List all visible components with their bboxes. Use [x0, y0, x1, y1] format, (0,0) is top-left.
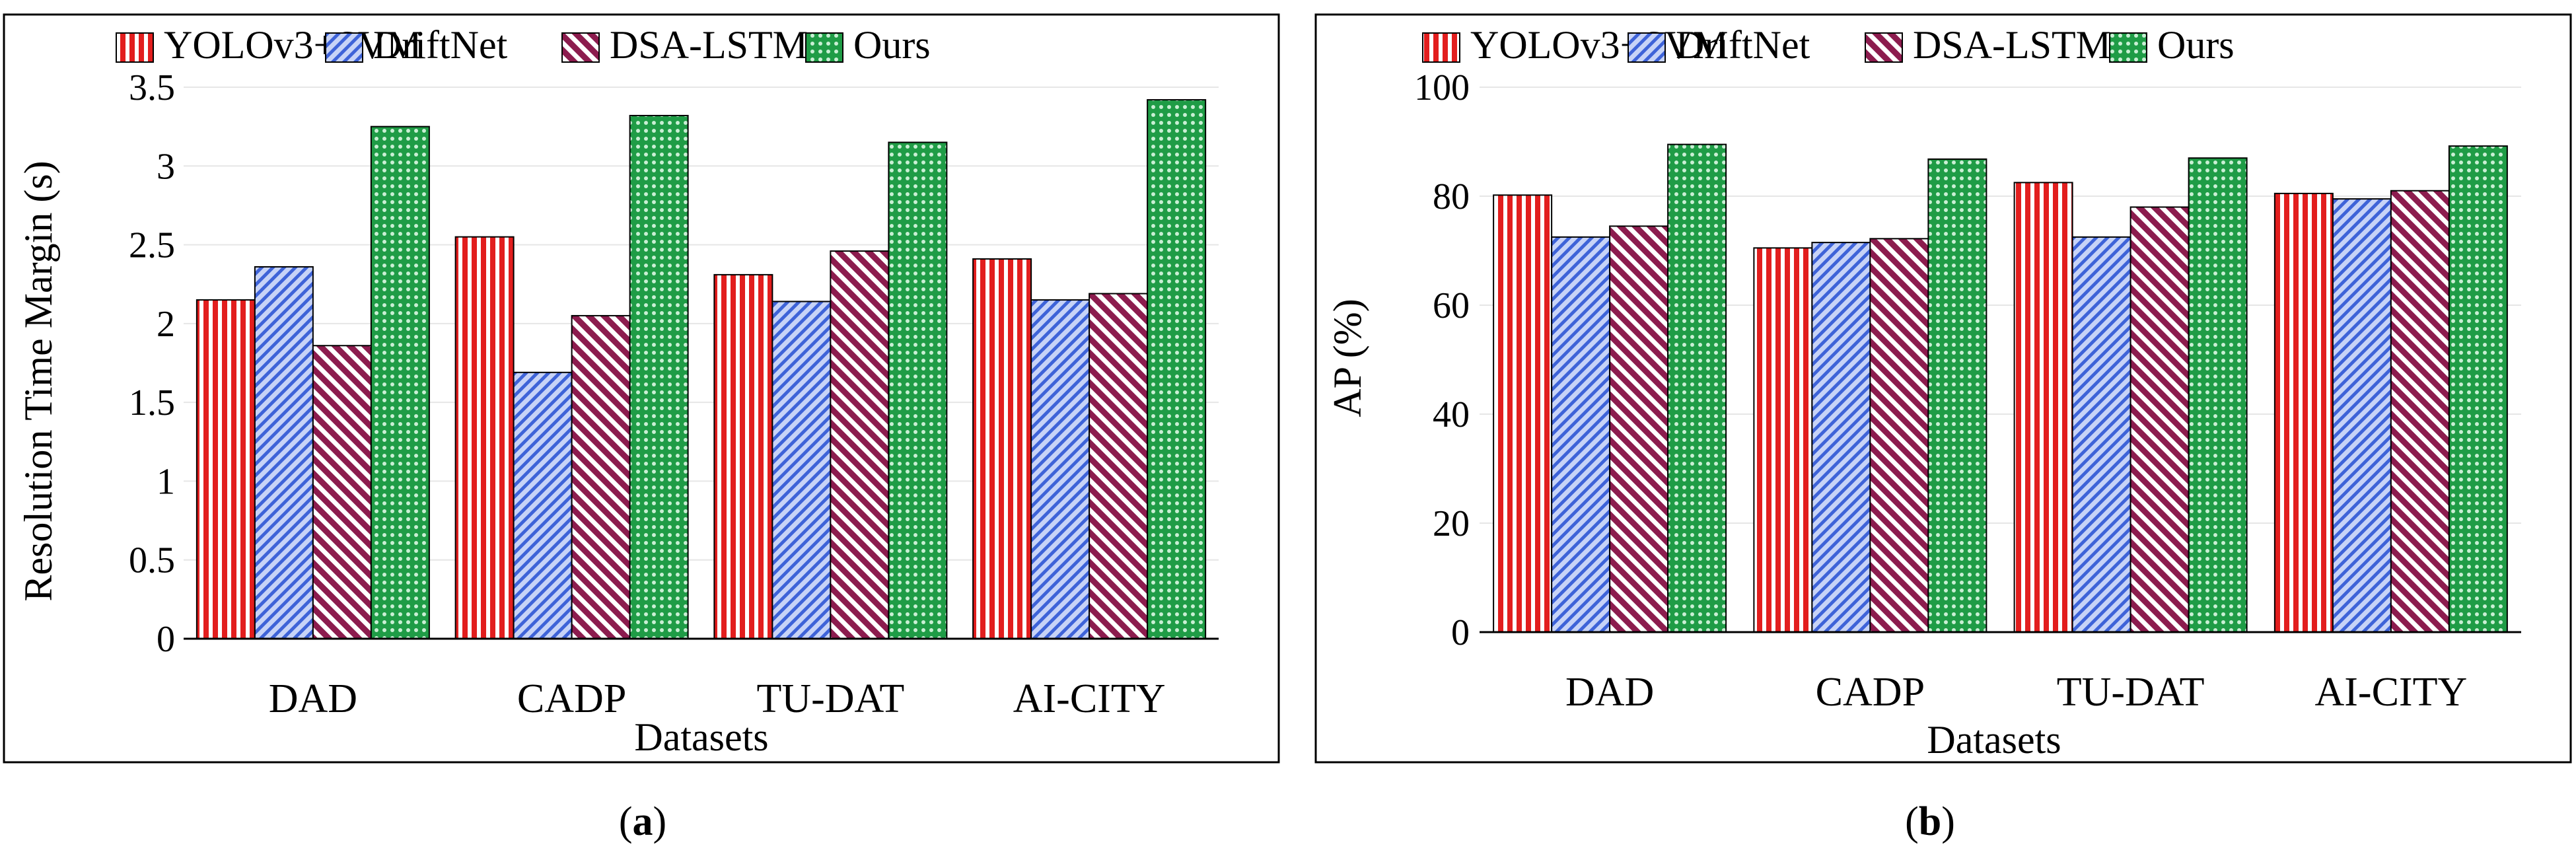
panel-b-y-tick-label: 20: [1433, 503, 1470, 544]
panel-a-x-tick-label-dad: DAD: [269, 676, 357, 721]
panel-a-bar-yolov3-svm-tu-dat: [713, 273, 773, 639]
panel-a-legend-swatch-dsa-lstm: [561, 32, 600, 63]
panel-a-x-tick-label-ai-city: AI-CITY: [1013, 676, 1166, 721]
panel-b-label: (b): [1905, 799, 1955, 844]
panel-b-bar-dsa-lstm-tu-dat: [2129, 206, 2190, 633]
panel-a-y-ticks: 0 0.5 1 1.5 2 2.5 3 3.5: [129, 67, 175, 660]
panel-a-bar-driftnet-ai-city: [1030, 299, 1091, 640]
panel-b-x-tick-label-ai-city: AI-CITY: [2315, 670, 2468, 715]
panel-a-y-tick-label: 0: [157, 619, 175, 660]
panel-b-legend-label-dsa-lstm: DSA-LSTM: [1913, 23, 2111, 67]
panel-b-y-tick-label: 100: [1414, 67, 1470, 108]
panel-b-bar-driftnet-ai-city: [2332, 198, 2392, 633]
panel-a-y-tick-label: 0.5: [129, 540, 175, 581]
panel-b-x-tick-label-cadp: CADP: [1816, 670, 1925, 715]
panel-b-bars: [1493, 143, 2508, 633]
panel-b-y-tick-label: 40: [1433, 394, 1470, 435]
panel-a-bar-dsa-lstm-ai-city: [1089, 293, 1149, 639]
panel-b-y-tick-label: 60: [1433, 285, 1470, 326]
panel-a-x-ticks: DAD CADP TU-DAT AI-CITY: [269, 676, 1166, 721]
panel-a-x-axis-title: Datasets: [634, 715, 768, 759]
panel-b-legend-swatch-ours: [2109, 32, 2147, 63]
panel-a-bar-yolov3-svm-cadp: [454, 236, 515, 639]
panel-a-bars: [196, 99, 1207, 640]
panel-b-x-axis-title: Datasets: [1927, 718, 2061, 762]
panel-a-legend-label-driftnet: DriftNet: [373, 23, 508, 67]
panel-a-legend-label-ours: Ours: [853, 23, 931, 67]
panel-b-bar-dsa-lstm-ai-city: [2390, 190, 2450, 633]
panel-a-y-tick-label: 3.5: [129, 67, 175, 108]
panel-b-bar-yolov3-svm-dad: [1493, 194, 1553, 633]
panel-a-x-tick-label-tu-dat: TU-DAT: [756, 676, 904, 721]
panel-a-x-tick-label-cadp: CADP: [517, 676, 626, 721]
panel-b-x-tick-label-tu-dat: TU-DAT: [2057, 670, 2205, 715]
panel-b-y-tick-label: 80: [1433, 176, 1470, 217]
panel-a-bar-dsa-lstm-tu-dat: [830, 250, 890, 640]
panel-a-y-tick-label: 2.5: [129, 225, 175, 266]
panel-b-y-ticks: 0 20 40 60 80 100: [1414, 67, 1470, 653]
panel-b-bar-driftnet-dad: [1551, 236, 1611, 633]
panel-a-y-tick-label: 1.5: [129, 382, 175, 423]
panel-b-bar-driftnet-cadp: [1811, 242, 1871, 633]
panel-a-bar-ours-tu-dat: [888, 141, 948, 639]
panel-a-legend-label-yolov3-svm: YOLOv3+SVM: [164, 23, 422, 67]
panel-a-bar-driftnet-cadp: [513, 371, 573, 639]
panel-a-bar-ours-dad: [370, 125, 430, 639]
panel-a-bar-yolov3-svm-dad: [196, 299, 256, 640]
panel-a-bar-dsa-lstm-cadp: [571, 314, 631, 639]
panel-b-legend-label-ours: Ours: [2157, 23, 2235, 67]
panel-b-y-axis-title: AP (%): [1326, 299, 1369, 417]
panel-b-bar-ours-tu-dat: [2188, 157, 2248, 633]
panel-a-legend-swatch-driftnet: [325, 32, 363, 63]
panel-a-bar-ours-cadp: [629, 114, 689, 639]
panel-a-legend-label-dsa-lstm: DSA-LSTM: [610, 23, 808, 67]
panel-a-bar-ours-ai-city: [1147, 99, 1207, 640]
panel-b-bar-yolov3-svm-ai-city: [2273, 192, 2334, 633]
panel-a-y-tick-label: 3: [157, 146, 175, 187]
panel-b-legend-label-yolov3-svm: YOLOv3+SVM: [1470, 23, 1729, 67]
panel-b-x-tick-label-dad: DAD: [1565, 670, 1654, 715]
panel-b-bar-yolov3-svm-tu-dat: [2013, 182, 2073, 633]
panel-b-legend-swatch-yolov3-svm: [1422, 32, 1460, 63]
panel-b-bar-dsa-lstm-dad: [1609, 225, 1669, 633]
panel-a-y-tick-label: 2: [157, 304, 175, 345]
panel-b-y-tick-label: 0: [1451, 612, 1470, 653]
panel-b-bar-ours-dad: [1667, 143, 1727, 633]
panel-a-bar-driftnet-dad: [254, 266, 314, 639]
panel-a-y-axis-title: Resolution Time Margin (s): [17, 161, 60, 601]
panel-a-legend-swatch-ours: [805, 32, 843, 63]
panel-b-x-ticks: DAD CADP TU-DAT AI-CITY: [1565, 670, 2467, 715]
panel-a-legend-swatch-yolov3-svm: [116, 32, 154, 63]
panel-b-legend-swatch-dsa-lstm: [1865, 32, 1903, 63]
panel-b-bar-dsa-lstm-cadp: [1869, 238, 1929, 633]
panel-b-bar-ours-cadp: [1927, 158, 1987, 633]
panel-b-bar-driftnet-tu-dat: [2071, 236, 2131, 633]
panel-a-bar-yolov3-svm-ai-city: [972, 258, 1032, 639]
panel-b-bar-ours-ai-city: [2448, 145, 2508, 633]
panel-a-bar-dsa-lstm-dad: [312, 345, 372, 639]
panel-b-bar-yolov3-svm-cadp: [1753, 247, 1813, 633]
panel-a-label: (a): [619, 799, 666, 844]
panel-a-y-tick-label: 1: [157, 461, 175, 502]
panel-b-legend-label-driftnet: DriftNet: [1676, 23, 1810, 67]
panel-a-bar-driftnet-tu-dat: [771, 301, 832, 639]
panel-b-legend-swatch-driftnet: [1628, 32, 1666, 63]
